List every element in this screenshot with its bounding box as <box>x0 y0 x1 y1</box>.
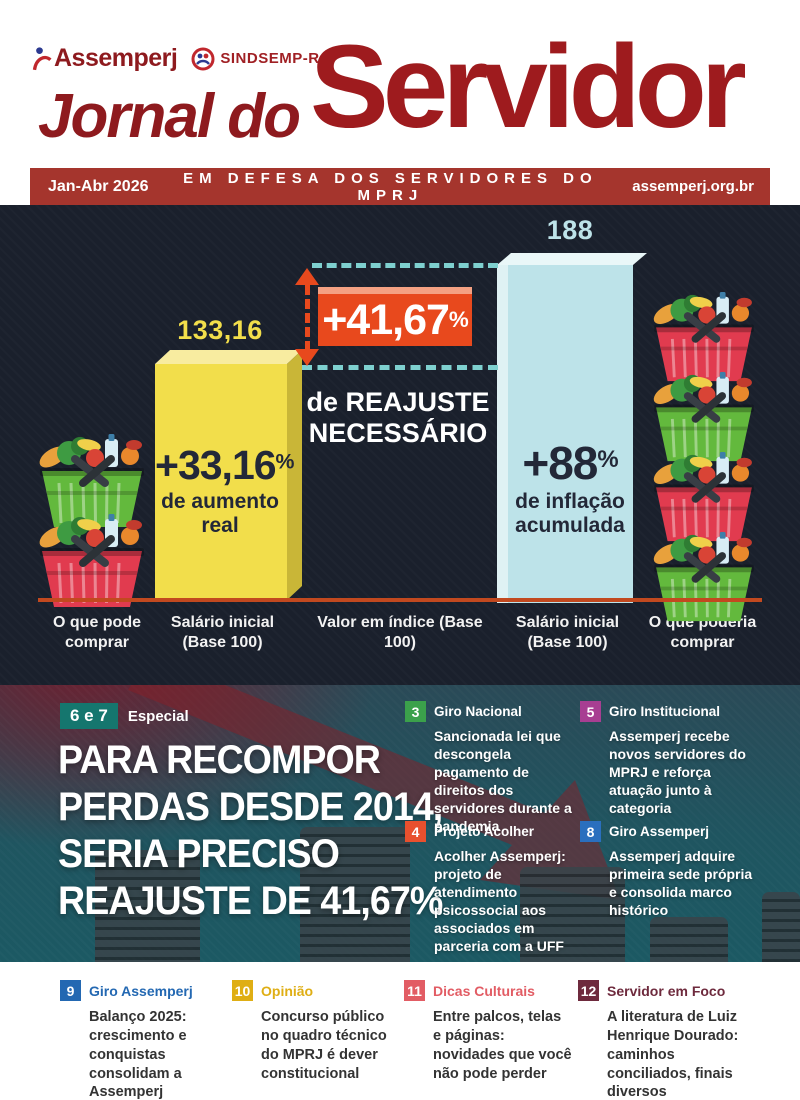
salary-bar <box>155 350 302 600</box>
arrow-up-icon <box>295 268 319 285</box>
sindsemp-logo-text: SINDSEMP-RJ <box>220 50 329 67</box>
footer-headline: Concurso público no quadro técnico do MP… <box>261 1009 387 1082</box>
footer-headline: A literatura de Luiz Henrique Dourado: c… <box>607 1009 739 1100</box>
salary-bar-annotation: +33,16% de aumento real <box>155 442 294 537</box>
news-item-3: 3 Giro Nacional Sancionada lei que desco… <box>405 701 573 835</box>
inflation-bar-annotation: +88% de inflação acumulada <box>515 437 625 537</box>
footer-item-11: 11 Dicas Culturais Entre palcos, telas e… <box>404 980 572 1083</box>
bar-value-label-left: 133,16 <box>177 315 263 345</box>
grocery-basket-icon <box>648 451 760 543</box>
page-number-badge: 12 <box>578 980 599 1001</box>
section-tag-label: Especial <box>127 707 189 725</box>
footer-section-label: Opinião <box>261 982 314 999</box>
journal-title-script: Jornal do <box>38 82 301 151</box>
assemperj-logo: Assemperj <box>32 44 178 73</box>
footer-section-label: Dicas Culturais <box>433 982 535 999</box>
page-number-badge: 5 <box>580 701 601 722</box>
gap-arrow-line <box>305 285 310 351</box>
edition-bar: Jan-Abr 2026 EM DEFESA DOS SERVIDORES DO… <box>30 168 770 205</box>
page-number-badge: 10 <box>232 980 253 1001</box>
bar-value-label-right: 188 <box>546 215 594 245</box>
page-number-badge: 3 <box>405 701 426 722</box>
inflation-bar <box>497 253 647 603</box>
sindsemp-logo-icon <box>191 47 215 70</box>
news-item-4: 4 Projeto Acolher Acolher Assemperj: pro… <box>405 821 573 955</box>
coin-stack <box>650 917 728 962</box>
footer-section-label: Giro Assemperj <box>89 982 193 999</box>
x-label-1: O que pode comprar <box>53 614 141 651</box>
news-item-5: 5 Giro Institucional Assemperj recebe no… <box>580 701 760 818</box>
assemperj-logo-text: Assemperj <box>54 44 178 72</box>
news-headline: Assemperj recebe novos servidores do MPR… <box>609 728 746 816</box>
coin-stack <box>762 892 800 962</box>
highlight-section: 6 e 7 Especial PARA RECOMPOR PERDAS DESD… <box>0 685 800 962</box>
page-number-tag: 6 e 7 <box>60 703 118 729</box>
sindsemp-logo: SINDSEMP-RJ <box>191 47 328 71</box>
decline-arrow-icon <box>128 685 620 900</box>
footer-headline: Balanço 2025: crescimento e conquistas c… <box>89 1009 187 1100</box>
footer-headline: Entre palcos, telas e páginas: novidades… <box>433 1009 572 1082</box>
page-number-badge: 4 <box>405 821 426 842</box>
gap-percentage-badge: +41,67% <box>318 287 472 346</box>
page-number-badge: 11 <box>404 980 425 1001</box>
footer-summary: 9 Giro Assemperj Balanço 2025: crescimen… <box>0 962 800 1100</box>
coin-stack <box>95 850 200 962</box>
assemperj-logo-icon <box>32 47 52 71</box>
footer-item-9: 9 Giro Assemperj Balanço 2025: crescimen… <box>60 980 225 1100</box>
guide-line-bottom <box>302 365 498 370</box>
news-section-label: Giro Institucional <box>609 704 721 719</box>
page-number-badge: 9 <box>60 980 81 1001</box>
grocery-basket-icon <box>648 371 760 463</box>
chart-baseline <box>38 598 762 602</box>
footer-section-label: Servidor em Foco <box>607 982 726 999</box>
footer-item-10: 10 Opinião Concurso público no quadro té… <box>232 980 397 1083</box>
main-headline: PARA RECOMPOR PERDAS DESDE 2014, SERIA P… <box>58 738 443 923</box>
guide-line-top <box>312 263 498 268</box>
edition-date: Jan-Abr 2026 <box>48 177 149 195</box>
section-tag: 6 e 7 Especial <box>60 703 189 729</box>
page-number-badge: 8 <box>580 821 601 842</box>
x-label-3: Valor em índice (Base 100) <box>317 614 483 651</box>
grocery-basket-icon <box>648 531 760 623</box>
news-section-label: Giro Assemperj <box>609 824 710 839</box>
x-label-4: Salário inicial (Base 100) <box>515 614 620 651</box>
news-headline: Sancionada lei que descongela pagamento … <box>434 728 572 834</box>
edition-slogan: EM DEFESA DOS SERVIDORES DO MPRJ <box>183 169 598 204</box>
journal-title-main: Servidor <box>310 21 747 153</box>
grocery-basket-icon <box>36 513 148 609</box>
news-headline: Acolher Assemperj: projeto de atendiment… <box>434 848 566 954</box>
arrow-down-icon <box>295 349 319 366</box>
inflation-chart: 133,16 188 +33,16% de aumento real +88% … <box>0 205 800 685</box>
news-section-label: Projeto Acolher <box>434 824 535 839</box>
footer-item-12: 12 Servidor em Foco A literatura de Luiz… <box>578 980 756 1100</box>
website-link[interactable]: assemperj.org.br <box>632 178 754 195</box>
news-section-label: Giro Nacional <box>434 704 522 719</box>
gap-annotation-text: de REAJUSTE NECESSÁRIO <box>306 387 490 449</box>
grocery-basket-icon <box>648 291 760 383</box>
coin-stack <box>520 867 625 962</box>
coin-stack <box>300 827 410 962</box>
x-label-2: Salário inicial (Base 100) <box>170 614 275 651</box>
news-headline: Assemperj adquire primeira sede própria … <box>609 848 753 918</box>
news-item-8: 8 Giro Assemperj Assemperj adquire prime… <box>580 821 760 920</box>
masthead: Assemperj SINDSEMP-RJ Jornal do Servidor <box>0 0 800 168</box>
